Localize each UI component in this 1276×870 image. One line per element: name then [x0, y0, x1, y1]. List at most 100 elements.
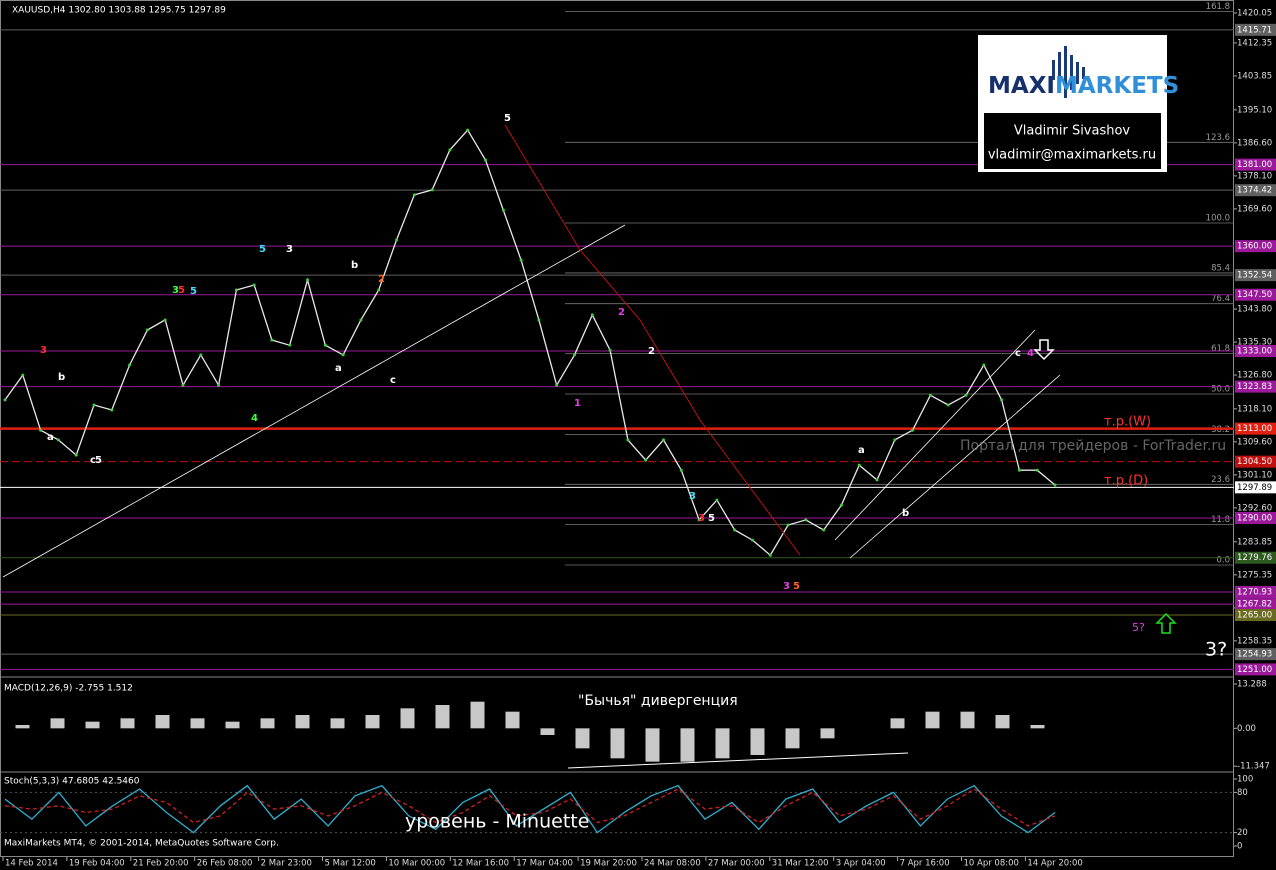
price-point [644, 458, 648, 462]
price-point [875, 478, 879, 482]
macd-bar [295, 715, 310, 729]
price-point [128, 363, 132, 367]
price-point [484, 158, 488, 162]
price-point [234, 288, 238, 292]
wave-label: c [390, 375, 396, 386]
level-box [1235, 380, 1276, 393]
level-label: 1267.82 [1237, 600, 1272, 610]
y-tick-label: 1292.60 [1237, 503, 1272, 513]
x-tick-label: 19 Feb 04:00 [69, 859, 125, 869]
macd-bar [400, 708, 415, 729]
y-tick-label: 20 [1237, 828, 1248, 838]
level-label: 1352.54 [1237, 271, 1272, 281]
price-point [537, 318, 541, 322]
macd-bar [680, 728, 695, 762]
price-point [395, 238, 399, 242]
x-tick-label: 2 Mar 23:00 [261, 859, 312, 869]
price-point [839, 503, 843, 507]
wave-label: c [90, 455, 96, 466]
price-point [786, 523, 790, 527]
macd-bar [190, 718, 205, 729]
price-point [590, 313, 594, 317]
price-point [430, 188, 434, 192]
wave-label: 3 [286, 244, 293, 255]
price-point [572, 353, 576, 357]
wave-label: 5 [259, 244, 266, 255]
macd-bar [85, 721, 100, 729]
fib-label: 23.6 [1211, 475, 1230, 485]
price-point [217, 383, 221, 387]
trendline [2, 224, 626, 578]
macd-bar [330, 718, 345, 729]
price-point [466, 128, 470, 132]
x-tick-label: 26 Feb 08:00 [197, 859, 253, 869]
fib-label: 85.4 [1211, 263, 1230, 273]
macd-title: MACD(12,26,9) -2.755 1.512 [4, 684, 133, 694]
price-point [679, 468, 683, 472]
macd-bar [1030, 725, 1045, 729]
stoch-line [4, 784, 1056, 834]
x-tick-label: 21 Feb 20:00 [133, 859, 189, 869]
wave-five: 5? [1132, 621, 1145, 634]
level-label: 1415.71 [1237, 25, 1272, 35]
level-box [1235, 598, 1276, 611]
wave-label: 2 [618, 307, 625, 318]
wave-label: 3 [40, 345, 47, 356]
price-point [56, 438, 60, 442]
price-point [92, 403, 96, 407]
price-point [1053, 483, 1057, 487]
wave-label: 2 [648, 346, 655, 357]
logo-brand-b: MARKETS [1055, 73, 1179, 99]
level-label: 1251.00 [1237, 665, 1272, 675]
stoch-title: Stoch(5,3,3) 47.6805 42.5460 [4, 777, 140, 787]
watermark: Портал для трейдеров - ForTrader.ru [960, 438, 1226, 454]
x-tick-label: 10 Mar 00:00 [388, 859, 445, 869]
wave-label: 3 [689, 491, 696, 502]
level-box [1235, 23, 1276, 36]
price-point [964, 393, 968, 397]
y-tick-label: 1301.10 [1237, 470, 1272, 480]
macd-bar [155, 715, 170, 729]
logo-card [984, 113, 1161, 169]
level-label: 1313.00 [1237, 424, 1272, 434]
wave-label: 5 [95, 455, 102, 466]
price-point [377, 288, 381, 292]
price-point [608, 348, 612, 352]
price-point [288, 343, 292, 347]
wave-label: 2 [378, 274, 385, 285]
y-tick-label: 1369.60 [1237, 204, 1272, 214]
fib-label: 11.8 [1211, 515, 1230, 525]
fib-label: 161.8 [1206, 2, 1230, 12]
down-arrow [1033, 339, 1055, 361]
wave-label: 5 [178, 285, 185, 296]
level-label: 1304.50 [1237, 457, 1272, 467]
wave-label: 5 [190, 286, 197, 297]
macd-bar [925, 711, 940, 729]
fib-label: 100.0 [1206, 214, 1230, 224]
level-box [1235, 511, 1276, 524]
price-point [3, 398, 7, 402]
wave-label: 3 [172, 285, 179, 296]
y-tick-label: -11.347 [1237, 762, 1270, 772]
fib-label: 50.0 [1211, 385, 1230, 395]
x-tick-label: 7 Apr 16:00 [900, 859, 950, 869]
level-label: 1265.00 [1237, 611, 1272, 621]
channel-line [849, 374, 1061, 559]
tp-w: т.р.(W) [1104, 415, 1151, 430]
price-point [715, 498, 719, 502]
fib-label: 0.0 [1216, 556, 1230, 566]
y-tick-label: 1395.10 [1237, 105, 1272, 115]
macd-bar [260, 718, 275, 729]
level-label: уровень - Minuette [405, 811, 589, 833]
price-point [1000, 398, 1004, 402]
level-box [1235, 648, 1276, 661]
price-point [306, 278, 310, 282]
macd-bar [715, 728, 730, 759]
macd-bar [225, 721, 240, 729]
macd-bar [470, 701, 485, 729]
y-tick-label: 1275.35 [1237, 570, 1272, 580]
price-point [768, 553, 772, 557]
price-point [804, 518, 808, 522]
y-tick-label: 0.00 [1237, 724, 1256, 734]
